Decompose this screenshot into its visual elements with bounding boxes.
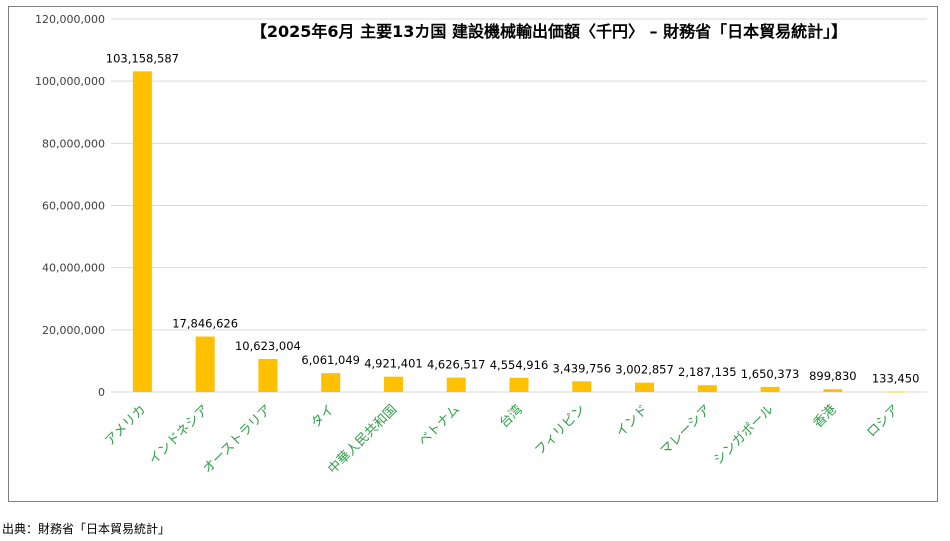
bar bbox=[760, 386, 780, 392]
category-label: 香港 bbox=[811, 402, 840, 431]
y-tick-label: 40,000,000 bbox=[42, 262, 105, 275]
data-label: 3,439,756 bbox=[553, 361, 612, 375]
bar bbox=[886, 391, 906, 393]
bar bbox=[509, 377, 529, 392]
category-label: タイ bbox=[309, 402, 338, 431]
category-label: ベトナム bbox=[416, 402, 463, 449]
category-label: シンガポール bbox=[711, 402, 777, 468]
category-label: 台湾 bbox=[496, 402, 526, 432]
data-label: 4,921,401 bbox=[364, 357, 423, 371]
y-tick-label: 60,000,000 bbox=[42, 200, 105, 213]
y-tick-label: 80,000,000 bbox=[42, 137, 105, 150]
bar-chart: 【2025年6月 主要13カ国 建設機械輸出価額〈千円〉 – 財務省「日本貿易統… bbox=[35, 13, 927, 477]
source-note: 出典：財務省「日本貿易統計」 bbox=[2, 522, 171, 536]
y-tick-label: 0 bbox=[98, 386, 105, 399]
y-tick-label: 120,000,000 bbox=[35, 13, 105, 26]
bar bbox=[132, 71, 152, 392]
data-label: 17,846,626 bbox=[172, 317, 238, 331]
bar bbox=[258, 358, 278, 392]
bar bbox=[321, 373, 341, 392]
data-label: 103,158,587 bbox=[106, 51, 179, 65]
data-label: 10,623,004 bbox=[235, 339, 301, 353]
bar bbox=[823, 389, 843, 392]
category-label: インド bbox=[613, 402, 651, 440]
category-label: フィリピン bbox=[532, 402, 588, 458]
data-label: 3,002,857 bbox=[615, 363, 674, 377]
data-label: 899,830 bbox=[809, 369, 857, 383]
category-label: ロシア bbox=[864, 402, 902, 440]
data-label: 4,554,916 bbox=[490, 358, 549, 372]
chart-frame: 【2025年6月 主要13カ国 建設機械輸出価額〈千円〉 – 財務省「日本貿易統… bbox=[8, 6, 938, 502]
chart-title: 【2025年6月 主要13カ国 建設機械輸出価額〈千円〉 – 財務省「日本貿易統… bbox=[251, 22, 847, 41]
data-label: 2,187,135 bbox=[678, 365, 737, 379]
y-tick-label: 100,000,000 bbox=[35, 75, 105, 88]
bar bbox=[195, 336, 215, 392]
y-tick-label: 20,000,000 bbox=[42, 324, 105, 337]
bar bbox=[697, 385, 717, 392]
category-label: マレーシア bbox=[658, 402, 714, 458]
data-label: 133,450 bbox=[872, 372, 920, 386]
data-label: 1,650,373 bbox=[741, 367, 800, 381]
category-label: インドネシア bbox=[146, 402, 212, 468]
category-label: オーストラリア bbox=[200, 402, 275, 477]
bar bbox=[635, 382, 655, 392]
data-label: 6,061,049 bbox=[301, 353, 360, 367]
category-label: アメリカ bbox=[102, 402, 149, 449]
bar bbox=[446, 377, 466, 392]
bar bbox=[383, 376, 403, 392]
bar bbox=[572, 381, 592, 392]
data-label: 4,626,517 bbox=[427, 358, 486, 372]
